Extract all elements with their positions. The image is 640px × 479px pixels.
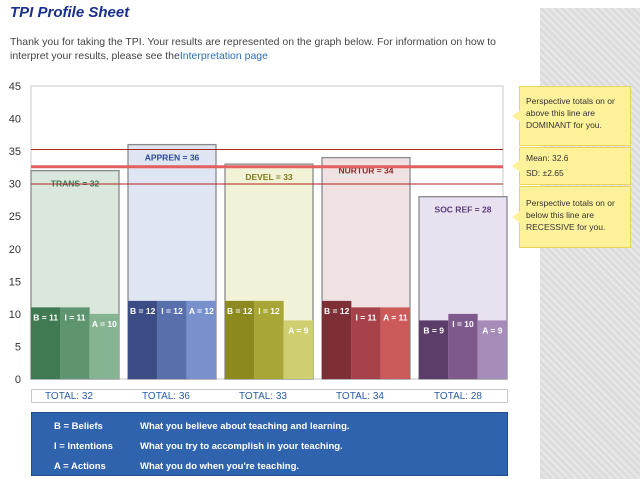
bar-label-appren: APPREN = 36 [145,153,200,163]
sub-bar-trans-actions [89,313,119,379]
sub-label-trans-beliefs: B = 11 [33,312,58,322]
sub-label-devel-beliefs: B = 12 [227,306,253,316]
mean-note: Mean: 32.6 SD: ±2.65 [512,147,631,185]
total-socref: TOTAL: 28 [434,391,482,402]
sub-bar-nurtur-beliefs [322,300,352,379]
page-title: TPI Profile Sheet [10,4,130,21]
sub-bar-soc-ref-intentions [448,313,478,379]
y-tick-label: 10 [9,309,21,321]
total-devel: TOTAL: 33 [239,391,287,402]
sub-label-trans-intentions: I = 11 [64,312,85,322]
sub-label-trans-actions: A = 10 [92,319,117,329]
legend-desc-intentions: What you try to accomplish in your teach… [140,441,343,452]
total-appren: TOTAL: 36 [142,391,190,402]
sub-label-soc-ref-actions: A = 9 [482,325,503,335]
dominant-note-text: Perspective totals on or above this line… [526,96,615,130]
intro-sentence: Thank you for taking the TPI. Your resul… [10,36,497,62]
y-tick-label: 30 [9,179,21,191]
sub-bar-devel-intentions [254,300,284,379]
sub-label-nurtur-beliefs: B = 12 [324,306,350,316]
legend-key-intentions: I = Intentions [54,441,113,452]
sub-bar-trans-intentions [60,307,90,379]
y-tick-label: 15 [9,276,21,288]
mean-note-pointer [512,160,520,172]
y-tick-label: 25 [9,211,21,223]
totals-row: TOTAL: 32 TOTAL: 36 TOTAL: 33 TOTAL: 34 … [31,389,508,403]
sd-value: SD: ±2.65 [526,168,564,178]
sub-label-soc-ref-intentions: I = 10 [452,319,474,329]
sub-bar-appren-intentions [157,300,187,379]
mean-value: Mean: 32.6 [526,153,569,163]
legend-desc-actions: What you do when you're teaching. [140,461,300,472]
y-tick-label: 45 [9,81,21,93]
total-nurtur: TOTAL: 34 [336,391,384,402]
sub-label-appren-intentions: I = 12 [161,306,183,316]
sub-bar-appren-beliefs [128,300,158,379]
bar-label-devel: DEVEL = 33 [245,172,293,182]
y-tick-label: 35 [9,146,21,158]
recessive-note-pointer [512,211,520,223]
dominant-note: Perspective totals on or above this line… [512,86,631,146]
recessive-note: Perspective totals on or below this line… [512,186,631,248]
recessive-note-text: Perspective totals on or below this line… [526,198,615,232]
sub-bar-devel-actions [283,320,313,379]
sub-bar-nurtur-intentions [351,307,381,379]
legend-key-beliefs: B = Beliefs [54,421,103,432]
y-tick-label: 20 [9,244,21,256]
bar-label-nurtur: NURTUR = 34 [338,166,393,176]
sub-bar-nurtur-actions [380,307,410,379]
sub-bar-soc-ref-actions [477,320,507,379]
y-tick-label: 0 [15,374,21,386]
sub-label-appren-actions: A = 12 [189,306,214,316]
bar-label-soc-ref: SOC REF = 28 [435,205,492,215]
sub-label-soc-ref-beliefs: B = 9 [423,325,444,335]
sub-bar-soc-ref-beliefs [419,320,449,379]
intro-text: Thank you for taking the TPI. Your resul… [10,35,510,63]
sub-bar-appren-actions [186,300,216,379]
sub-bar-trans-beliefs [31,307,61,379]
y-tick-label: 5 [15,341,21,353]
total-trans: TOTAL: 32 [45,391,93,402]
sub-label-appren-beliefs: B = 12 [130,306,156,316]
legend-key-actions: A = Actions [54,461,106,472]
dominant-note-pointer [512,110,520,122]
interpretation-link[interactable]: Interpretation page [179,50,268,62]
legend-panel: B = Beliefs What you believe about teach… [31,412,508,476]
sub-label-nurtur-intentions: I = 11 [355,312,376,322]
legend-desc-beliefs: What you believe about teaching and lear… [140,421,350,432]
sub-label-nurtur-actions: A = 11 [383,312,408,322]
sub-label-devel-intentions: I = 12 [258,306,280,316]
sub-label-devel-actions: A = 9 [288,325,309,335]
y-tick-label: 40 [9,114,21,126]
sub-bar-devel-beliefs [225,300,255,379]
